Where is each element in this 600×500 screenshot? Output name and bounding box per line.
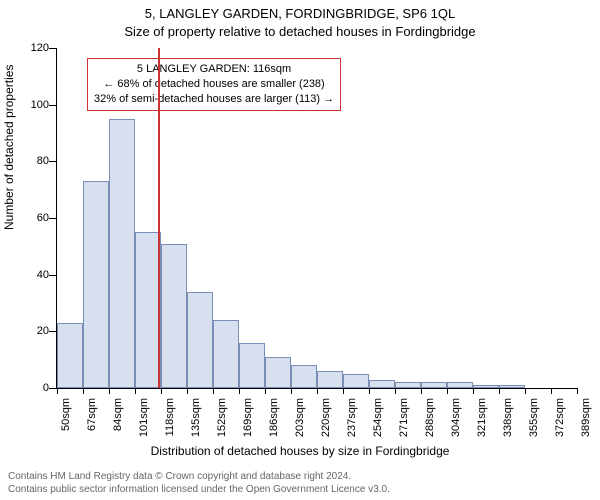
x-tick	[83, 388, 84, 394]
x-tick	[447, 388, 448, 394]
histogram-bar	[317, 371, 343, 388]
x-tick	[577, 388, 578, 394]
histogram-bar	[395, 382, 421, 388]
histogram-bar	[109, 119, 135, 388]
x-tick	[525, 388, 526, 394]
x-tick-label: 220sqm	[320, 398, 332, 437]
x-tick	[369, 388, 370, 394]
x-axis-label: Distribution of detached houses by size …	[0, 444, 600, 458]
reference-line	[158, 48, 160, 388]
x-tick-label: 338sqm	[502, 398, 514, 437]
x-tick-label: 355sqm	[528, 398, 540, 437]
x-tick	[239, 388, 240, 394]
x-tick	[499, 388, 500, 394]
footer-line1: Contains HM Land Registry data © Crown c…	[8, 470, 390, 483]
x-tick	[57, 388, 58, 394]
x-tick-label: 237sqm	[346, 398, 358, 437]
histogram-bar	[473, 385, 499, 388]
x-tick-label: 152sqm	[216, 398, 228, 437]
y-tick	[49, 161, 57, 162]
chart-container: 5, LANGLEY GARDEN, FORDINGBRIDGE, SP6 1Q…	[0, 0, 600, 500]
x-tick-label: 304sqm	[450, 398, 462, 437]
x-tick	[213, 388, 214, 394]
x-tick-label: 186sqm	[268, 398, 280, 437]
histogram-bar	[239, 343, 265, 388]
y-tick-label: 60	[37, 212, 49, 224]
annotation-line1: 5 LANGLEY GARDEN: 116sqm	[94, 62, 334, 77]
x-tick	[187, 388, 188, 394]
x-tick-label: 118sqm	[164, 398, 176, 436]
x-tick	[551, 388, 552, 394]
x-tick-label: 84sqm	[112, 398, 124, 431]
x-tick-label: 50sqm	[60, 398, 72, 431]
histogram-bar	[161, 244, 187, 389]
histogram-bar	[213, 320, 239, 388]
y-tick-label: 40	[37, 269, 49, 281]
y-tick-label: 0	[43, 382, 49, 394]
y-tick-label: 100	[31, 99, 49, 111]
histogram-bar	[291, 365, 317, 388]
chart-title-line1: 5, LANGLEY GARDEN, FORDINGBRIDGE, SP6 1Q…	[0, 6, 600, 21]
histogram-bar	[187, 292, 213, 388]
y-tick	[49, 218, 57, 219]
x-tick-label: 169sqm	[242, 398, 254, 437]
x-tick-label: 271sqm	[398, 398, 410, 437]
y-tick-label: 120	[31, 42, 49, 54]
y-axis-label: Number of detached properties	[2, 65, 16, 230]
histogram-bar	[447, 382, 473, 388]
chart-title-line2: Size of property relative to detached ho…	[0, 24, 600, 39]
histogram-bar	[57, 323, 83, 388]
x-tick-label: 203sqm	[294, 398, 306, 437]
y-tick	[49, 105, 57, 106]
histogram-bar	[499, 385, 525, 388]
x-tick-label: 372sqm	[554, 398, 566, 437]
x-tick-label: 67sqm	[86, 398, 98, 431]
footer-line2: Contains public sector information licen…	[8, 483, 390, 496]
histogram-bar	[343, 374, 369, 388]
x-tick-label: 321sqm	[476, 398, 488, 437]
x-tick	[135, 388, 136, 394]
histogram-bar	[421, 382, 447, 388]
histogram-bar	[265, 357, 291, 388]
plot-area: 5 LANGLEY GARDEN: 116sqm ← 68% of detach…	[56, 48, 577, 389]
x-tick-label: 254sqm	[372, 398, 384, 437]
histogram-bar	[83, 181, 109, 388]
x-tick	[265, 388, 266, 394]
y-tick-label: 20	[37, 325, 49, 337]
x-tick-label: 389sqm	[580, 398, 592, 437]
x-tick	[109, 388, 110, 394]
y-tick	[49, 48, 57, 49]
annotation-line3: 32% of semi-detached houses are larger (…	[94, 92, 334, 107]
x-tick	[421, 388, 422, 394]
x-tick	[291, 388, 292, 394]
x-tick	[161, 388, 162, 394]
x-tick-label: 135sqm	[190, 398, 202, 437]
x-tick	[343, 388, 344, 394]
x-tick	[473, 388, 474, 394]
y-tick-label: 80	[37, 155, 49, 167]
x-tick-label: 288sqm	[424, 398, 436, 437]
x-tick	[395, 388, 396, 394]
y-tick	[49, 275, 57, 276]
y-tick	[49, 331, 57, 332]
annotation-line2: ← 68% of detached houses are smaller (23…	[94, 77, 334, 92]
annotation-box: 5 LANGLEY GARDEN: 116sqm ← 68% of detach…	[87, 58, 341, 111]
y-tick	[49, 388, 57, 389]
x-tick-label: 101sqm	[138, 398, 150, 437]
histogram-bar	[369, 380, 395, 389]
x-tick	[317, 388, 318, 394]
footer-attribution: Contains HM Land Registry data © Crown c…	[8, 470, 390, 496]
